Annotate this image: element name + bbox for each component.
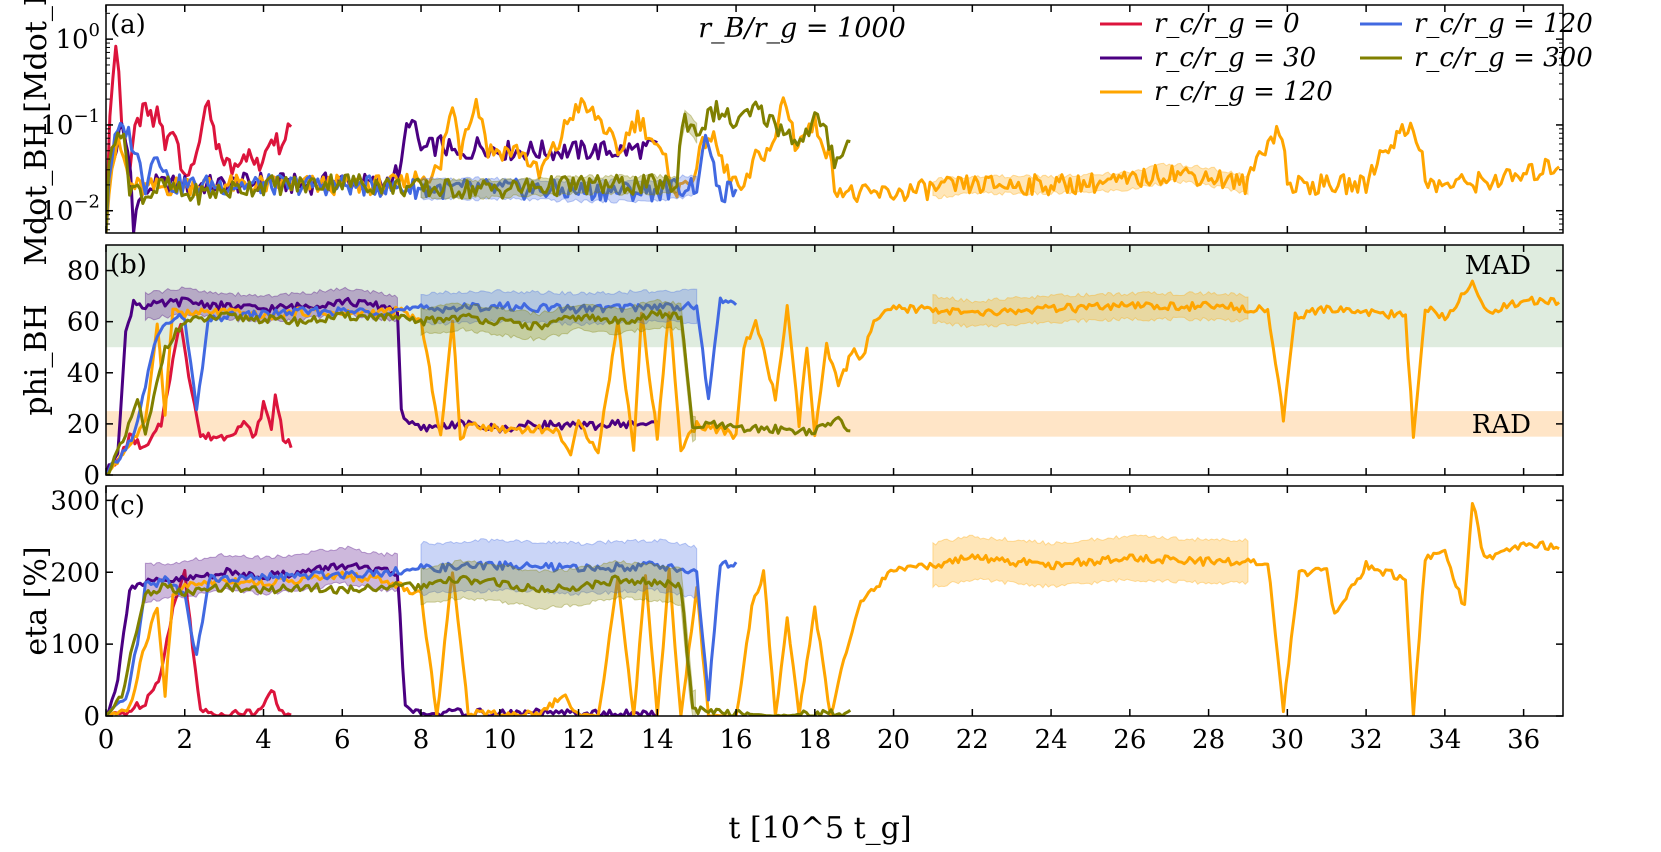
x-axis-label: t [10^5 t_g] bbox=[728, 811, 911, 846]
y-axis-label: eta [%] bbox=[19, 546, 54, 655]
x-tick-label: 16 bbox=[720, 725, 753, 755]
series-group bbox=[106, 44, 1561, 233]
y-tick-label: 20 bbox=[67, 410, 100, 440]
x-tick-label: 14 bbox=[641, 725, 674, 755]
series-line-2 bbox=[106, 279, 1560, 475]
series-line-1 bbox=[106, 562, 658, 716]
x-tick-label: 20 bbox=[877, 725, 910, 755]
legend-label: r_c/r_g = 120 bbox=[1154, 77, 1333, 107]
x-tick-label: 6 bbox=[334, 725, 351, 755]
x-tick-label: 36 bbox=[1507, 725, 1540, 755]
series-line-3 bbox=[106, 559, 738, 716]
series-line-3 bbox=[106, 296, 738, 475]
panel-frame bbox=[105, 244, 1564, 476]
x-tick-label: 8 bbox=[413, 725, 430, 755]
panel-tag: (a) bbox=[110, 10, 146, 40]
x-axis-ticks: 0 2 4 6 8 10 12 14 16 18 20 22 24 26 28 30 32 34 36 bbox=[98, 725, 1540, 755]
series-line-0 bbox=[106, 44, 293, 233]
series-line-2 bbox=[106, 502, 1560, 716]
series-line-4 bbox=[106, 99, 851, 233]
x-tick-label: 10 bbox=[483, 725, 516, 755]
x-tick-label: 26 bbox=[1113, 725, 1146, 755]
series-line-0 bbox=[106, 568, 292, 716]
y-axis-label: Mdot_BH [Mdot_B] bbox=[19, 0, 54, 266]
panel-tag: (c) bbox=[110, 491, 145, 521]
series-group bbox=[106, 502, 1560, 716]
panel-frame bbox=[105, 485, 1564, 717]
legend: r_c/r_g = 0 r_c/r_g = 30 r_c/r_g = 120 r_c/… bbox=[1100, 9, 1593, 107]
y-tick-label: 0 bbox=[83, 702, 100, 732]
annotation-rB: r_B/r_g = 1000 bbox=[698, 13, 906, 44]
band-r-c-r-g-120 bbox=[932, 291, 1249, 329]
band-label-rad: RAD bbox=[1472, 410, 1531, 440]
panel-c: 0 100 200 300 (c) eta [%] bbox=[19, 485, 1564, 732]
band-r-c-r-g-300 bbox=[420, 559, 696, 716]
y-tick-label: 80 bbox=[67, 257, 100, 287]
series-line-4 bbox=[106, 574, 852, 716]
legend-label: r_c/r_g = 0 bbox=[1154, 9, 1300, 39]
band-mad bbox=[106, 245, 1563, 348]
x-tick-label: 22 bbox=[956, 725, 989, 755]
panel-tag: (b) bbox=[110, 250, 147, 280]
series-line-3 bbox=[106, 121, 738, 233]
y-tick-label: 10−2 bbox=[40, 192, 100, 227]
y-tick-label: 100 bbox=[50, 630, 100, 660]
y-tick-label: 40 bbox=[67, 359, 100, 389]
x-tick-label: 12 bbox=[562, 725, 595, 755]
series-line-1 bbox=[106, 296, 658, 475]
x-tick-label: 4 bbox=[255, 725, 272, 755]
x-tick-label: 30 bbox=[1271, 725, 1304, 755]
legend-label: r_c/r_g = 120 bbox=[1414, 9, 1593, 39]
x-tick-label: 2 bbox=[176, 725, 193, 755]
y-tick-label: 10−1 bbox=[40, 106, 100, 141]
panel-b: MAD RAD 0 20 40 60 80 (b) phi_BH bbox=[19, 244, 1564, 491]
x-tick-label: 28 bbox=[1192, 725, 1225, 755]
panel-frame bbox=[105, 4, 1564, 234]
x-tick-label: 18 bbox=[798, 725, 831, 755]
y-tick-label: 0 bbox=[83, 461, 100, 491]
y-tick-label: 60 bbox=[67, 308, 100, 338]
panel-a: 100 10−1 10−2 (a) Mdot_BH [Mdot_B] bbox=[19, 0, 1564, 266]
x-tick-label: 0 bbox=[98, 725, 115, 755]
x-tick-label: 24 bbox=[1035, 725, 1068, 755]
y-tick-label: 300 bbox=[50, 486, 100, 516]
band-rad bbox=[106, 411, 1563, 437]
series-line-2 bbox=[106, 96, 1561, 233]
y-tick-label: 100 bbox=[55, 20, 100, 55]
y-axis-label: phi_BH bbox=[19, 304, 54, 415]
series-group bbox=[106, 279, 1560, 475]
band-label-mad: MAD bbox=[1465, 251, 1531, 281]
legend-label: r_c/r_g = 300 bbox=[1414, 43, 1593, 73]
series-line-0 bbox=[106, 322, 293, 475]
x-tick-label: 32 bbox=[1350, 725, 1383, 755]
series-line-4 bbox=[106, 309, 851, 475]
y-tick-label: 200 bbox=[50, 558, 100, 588]
legend-label: r_c/r_g = 30 bbox=[1154, 43, 1316, 73]
x-tick-label: 34 bbox=[1428, 725, 1461, 755]
